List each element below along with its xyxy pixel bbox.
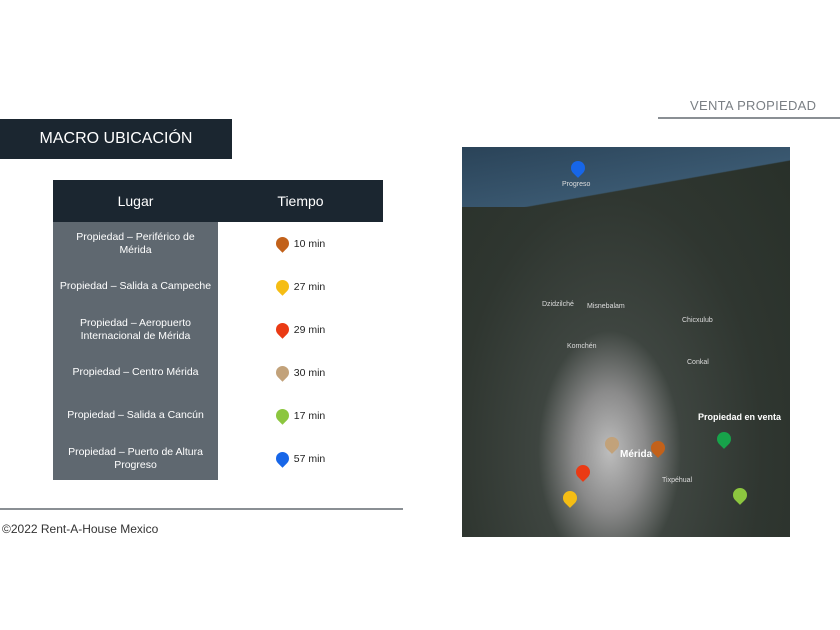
map-label: Misnebalam: [587, 303, 625, 310]
tiempo-value: 29 min: [293, 323, 326, 336]
tiempo-value: 10 min: [293, 237, 326, 250]
tiempo-cell: 10 min: [218, 222, 383, 265]
map-pin-icon: [273, 363, 292, 382]
map-label: Komchén: [567, 343, 597, 350]
tiempo-value: 57 min: [293, 452, 326, 465]
pin-cancun-icon: [730, 485, 750, 505]
map-label: Tixpéhual: [662, 477, 693, 484]
pin-centro-icon: [602, 434, 622, 454]
map-pin-icon: [273, 234, 292, 253]
tiempo-value: 30 min: [293, 366, 326, 379]
tiempo-cell: 57 min: [218, 437, 383, 480]
tiempo-cell: 17 min: [218, 394, 383, 437]
copyright: ©2022 Rent-A-House Mexico: [2, 522, 159, 536]
tiempo-cell: 27 min: [218, 265, 383, 308]
tiempo-cell: 29 min: [218, 308, 383, 351]
divider: [658, 117, 840, 119]
lugar-cell: Propiedad – Aeropuerto Internacional de …: [53, 308, 218, 351]
table-row: Propiedad – Puerto de Altura Progreso 57…: [53, 437, 383, 480]
map-pin-icon: [273, 449, 292, 468]
lugar-cell: Propiedad – Centro Mérida: [53, 351, 218, 394]
table-row: Propiedad – Aeropuerto Internacional de …: [53, 308, 383, 351]
pin-campeche-icon: [560, 488, 580, 508]
table-header: Lugar Tiempo: [53, 180, 383, 222]
satellite-map: Progreso Chicxulub Misnebalam Dzidzilché…: [462, 147, 790, 537]
lugar-cell: Propiedad – Salida a Cancún: [53, 394, 218, 437]
page-title: MACRO UBICACIÓN: [0, 119, 232, 159]
divider: [0, 508, 403, 510]
map-label-merida: Mérida: [620, 449, 653, 460]
header-tiempo: Tiempo: [277, 193, 324, 209]
map-pin-icon: [273, 320, 292, 339]
pin-propiedad-icon: [714, 429, 734, 449]
table-row: Propiedad – Salida a Cancún 17 min: [53, 394, 383, 437]
map-label: Dzidzilché: [542, 301, 574, 308]
table-row: Propiedad – Salida a Campeche 27 min: [53, 265, 383, 308]
section-label: VENTA PROPIEDAD: [690, 98, 817, 113]
tiempo-value: 17 min: [293, 409, 326, 422]
map-label: Conkal: [687, 359, 709, 366]
tiempo-cell: 30 min: [218, 351, 383, 394]
sea: [462, 147, 790, 207]
location-table: Lugar Tiempo Propiedad – Periférico de M…: [53, 180, 383, 480]
map-label: Chicxulub: [682, 317, 713, 324]
table-row: Propiedad – Periférico de Mérida 10 min: [53, 222, 383, 265]
lugar-cell: Propiedad – Salida a Campeche: [53, 265, 218, 308]
property-label: Propiedad en venta: [698, 412, 782, 422]
map-pin-icon: [273, 277, 292, 296]
table-row: Propiedad – Centro Mérida 30 min: [53, 351, 383, 394]
map-label: Progreso: [562, 181, 591, 188]
pin-aeropuerto-icon: [573, 462, 593, 482]
lugar-cell: Propiedad – Puerto de Altura Progreso: [53, 437, 218, 480]
map-pin-icon: [273, 406, 292, 425]
tiempo-value: 27 min: [293, 280, 326, 293]
header-lugar: Lugar: [117, 193, 154, 209]
lugar-cell: Propiedad – Periférico de Mérida: [53, 222, 218, 265]
